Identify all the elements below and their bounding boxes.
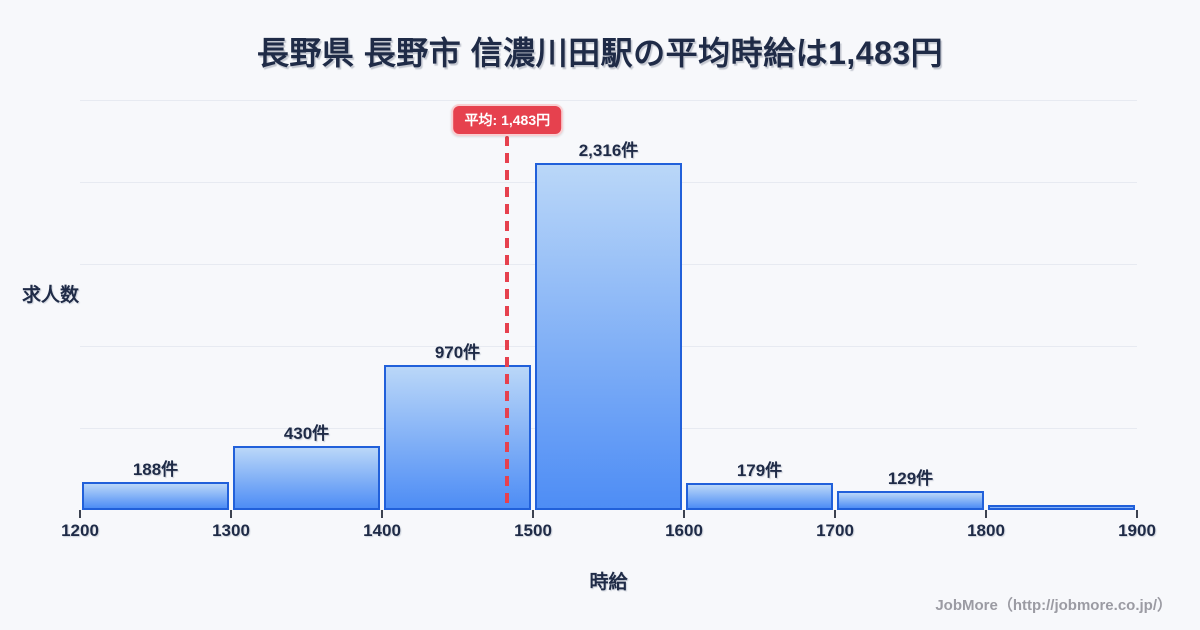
histogram-plot: 188件 430件 970件 2,316件 179件 129件 1200 1300 1400 1… bbox=[61, 100, 1156, 540]
y-axis-label: 求人数 bbox=[22, 285, 80, 306]
x-axis-label: 時給 bbox=[589, 572, 628, 593]
bar-value-label: 188件 bbox=[132, 459, 179, 479]
x-tick-label: 1600 bbox=[665, 521, 703, 540]
average-badge: 平均: 1,483円 bbox=[451, 104, 564, 136]
x-tick-label: 1300 bbox=[212, 521, 250, 540]
histogram-bar bbox=[233, 445, 380, 510]
page-title: 長野県 長野市 信濃川田駅の平均時給は1,483円 bbox=[256, 35, 944, 71]
x-tick-label: 1400 bbox=[363, 521, 401, 540]
bar-value-label: 2,316件 bbox=[578, 141, 639, 161]
histogram-bar bbox=[837, 490, 984, 510]
x-tick-label: 1700 bbox=[816, 521, 854, 540]
x-tick-mark bbox=[79, 510, 81, 518]
footer-attribution: JobMore（http://jobmore.co.jp/） bbox=[935, 597, 1172, 614]
x-tick-label: 1900 bbox=[1118, 521, 1156, 540]
histogram-bar bbox=[988, 505, 1135, 510]
x-tick-label: 1500 bbox=[514, 521, 552, 540]
histogram-bar bbox=[686, 483, 833, 510]
bar-value-label: 430件 bbox=[283, 423, 330, 443]
histogram-bar bbox=[82, 481, 229, 510]
bar-value-label: 179件 bbox=[736, 461, 783, 481]
x-tick-mark bbox=[1136, 510, 1138, 518]
x-tick-mark bbox=[532, 510, 534, 518]
x-tick-mark bbox=[683, 510, 685, 518]
x-tick-mark bbox=[985, 510, 987, 518]
bar-value-label: 970件 bbox=[434, 342, 481, 362]
average-dashed-line-icon bbox=[505, 136, 510, 510]
x-tick-label: 1800 bbox=[967, 521, 1005, 540]
gridline bbox=[80, 100, 1137, 101]
x-tick-mark bbox=[834, 510, 836, 518]
x-tick-label: 1200 bbox=[61, 521, 99, 540]
x-tick-mark bbox=[381, 510, 383, 518]
x-tick-mark bbox=[230, 510, 232, 518]
bar-value-label: 129件 bbox=[887, 468, 934, 488]
histogram-bar bbox=[535, 163, 682, 510]
